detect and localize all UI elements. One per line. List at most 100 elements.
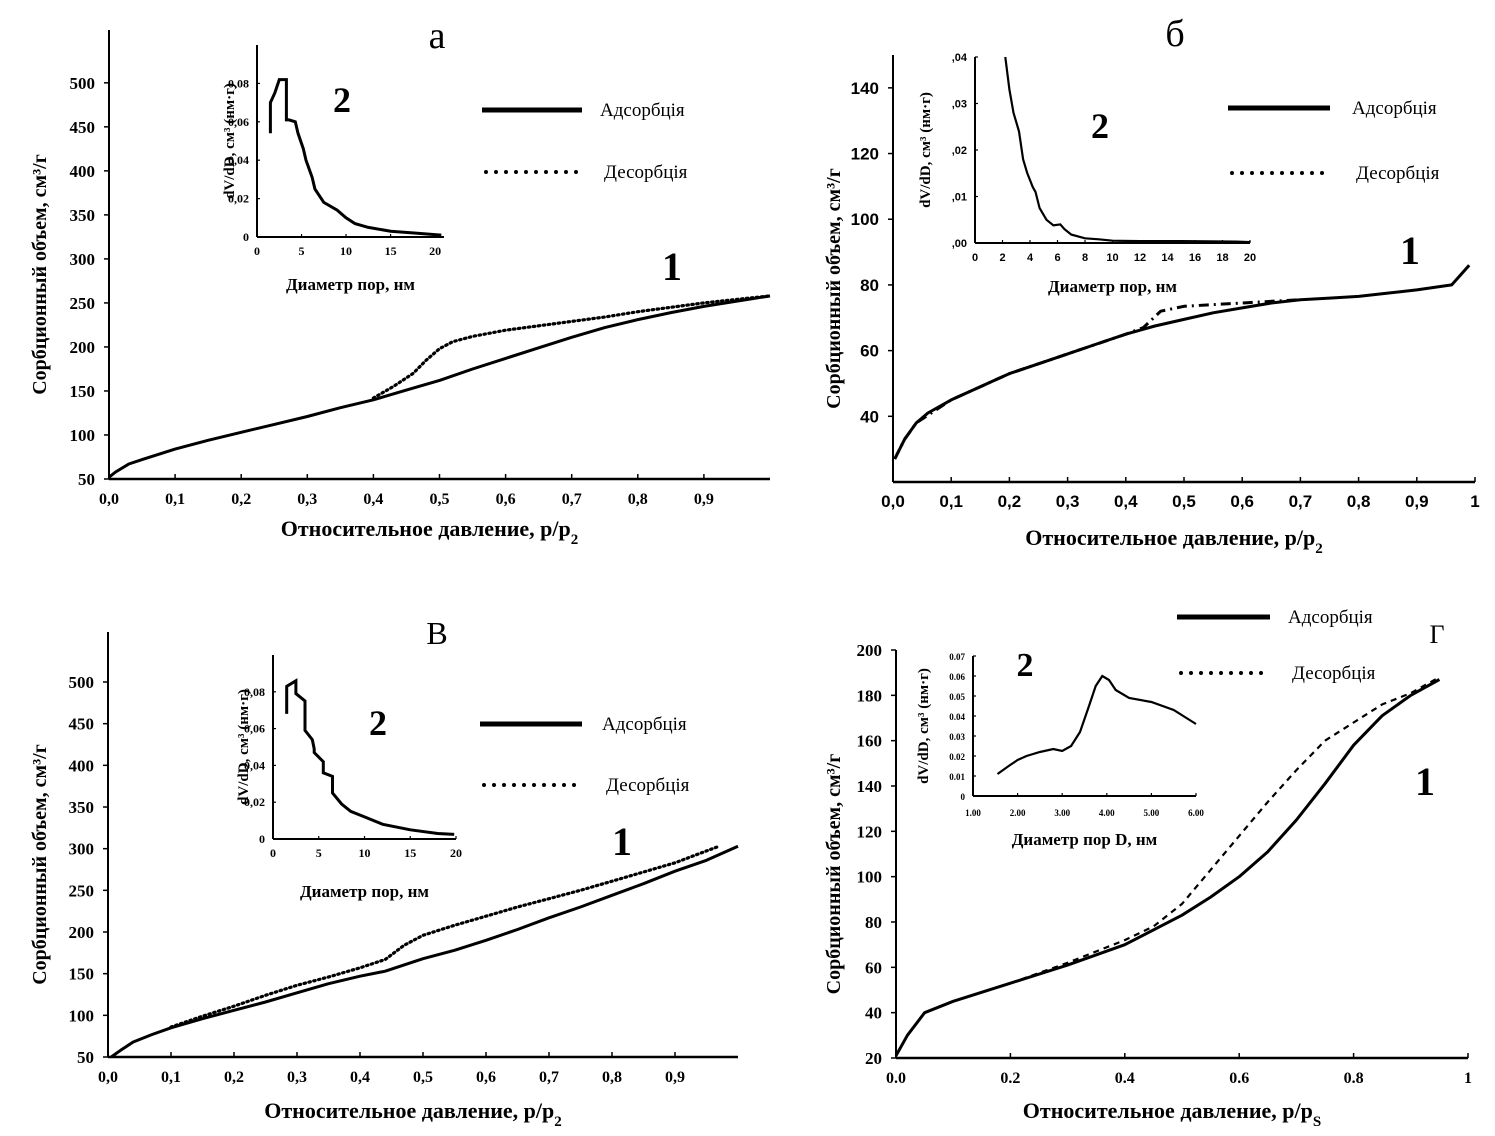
x-tick-label: 0,1 — [165, 491, 185, 508]
inset-x-tick-label: 18 — [1216, 252, 1228, 264]
y-tick-label: 200 — [857, 641, 883, 660]
x-tick-label: 0,0 — [98, 1069, 118, 1086]
inset-y-axis-label: dV/dD, см³ (нм·г) — [916, 668, 932, 784]
inset-x-tick-label: 16 — [1189, 252, 1201, 264]
curve-label: 1 — [1415, 759, 1435, 804]
inset-x-tick-label: 5 — [299, 244, 305, 258]
inset-y-tick-label: 0,04 — [244, 758, 265, 772]
x-axis-label: Относительное давление, p/pS — [1023, 1098, 1321, 1130]
inset-y-tick-label: ,04 — [952, 52, 968, 64]
x-tick-label: 0,0 — [99, 491, 119, 508]
y-tick-label: 400 — [69, 756, 95, 775]
legend-label: Десорбція — [606, 775, 690, 796]
x-tick-label: 0,6 — [1230, 492, 1254, 511]
x-tick-label: 0.4 — [1115, 1070, 1135, 1087]
inset-y-tick-label: 0.01 — [949, 772, 965, 782]
legend-label: Адсорбція — [1288, 607, 1373, 628]
inset-x-tick-label: 8 — [1082, 252, 1088, 264]
x-tick-label: 0.0 — [886, 1070, 906, 1087]
chart-panel-v: 0,0 0,1 0,2 0,3 0,4 0,5 0,6 0,7 0,8 0,95010015020… — [29, 615, 739, 1130]
series-line-desorption — [371, 294, 772, 400]
inset-chart: 0 5 10 15 20 0 0,02 0,04 0,06 0,08 Диаметр пор, нм… — [236, 655, 462, 901]
x-axis-label-subscript: 2 — [1315, 541, 1323, 557]
y-axis-label: Сорбционный объем, см³/г — [29, 154, 51, 395]
inset-y-tick-label: 0,08 — [244, 685, 265, 699]
y-tick-label: 100 — [70, 426, 96, 445]
inset-y-tick-label: 0,08 — [228, 76, 249, 90]
inset-x-tick-label: 2.00 — [1010, 808, 1026, 818]
inset-y-tick-label: 0,04 — [228, 153, 249, 167]
x-axis-label-subscript: 2 — [571, 532, 579, 548]
y-tick-label: 250 — [70, 294, 96, 313]
curve-label: 1 — [612, 819, 632, 864]
x-tick-label: 0,5 — [430, 491, 450, 508]
y-tick-label: 120 — [851, 145, 879, 164]
inset-y-axis-label: dV/dD, см³ (нм·г) — [222, 83, 238, 199]
inset-curve-label: 2 — [1091, 106, 1109, 146]
inset-series-line — [1004, 56, 1251, 244]
x-axis-label-subscript: S — [1313, 1114, 1321, 1130]
y-tick-label: 80 — [860, 276, 879, 295]
x-tick-label: 0,8 — [1347, 492, 1371, 511]
x-tick-label: 0,9 — [665, 1069, 685, 1086]
legend-label: Адсорбція — [602, 714, 687, 735]
x-tick-label: 0,7 — [539, 1069, 559, 1086]
series-line-adsorption — [110, 844, 739, 1059]
y-tick-label: 450 — [69, 715, 95, 734]
y-tick-label: 100 — [857, 868, 883, 887]
x-tick-label: 0,6 — [496, 491, 516, 508]
y-tick-label: 450 — [70, 118, 96, 137]
x-axis-label: Относительное давление, p/p2 — [1025, 525, 1323, 557]
y-tick-label: 100 — [69, 1006, 95, 1025]
inset-series-line — [996, 674, 1197, 775]
x-tick-label: 0,3 — [287, 1069, 307, 1086]
y-tick-label: 140 — [851, 79, 879, 98]
inset-y-tick-label: 0,06 — [228, 115, 249, 129]
inset-y-tick-label: 0.02 — [949, 752, 965, 762]
inset-y-tick-label: ,01 — [952, 192, 967, 204]
inset-chart: 0 2 4 6 8 10 12 14 16 18 20 ,00 ,01 ,02 ,03 ,04 Диаметр … — [918, 52, 1256, 296]
x-tick-label: 0,8 — [602, 1069, 622, 1086]
x-tick-label: 0,7 — [1289, 492, 1313, 511]
inset-y-tick-label: 0 — [961, 792, 966, 802]
x-tick-label: 0.2 — [1000, 1070, 1020, 1087]
y-tick-label: 50 — [77, 1048, 94, 1067]
y-tick-label: 300 — [70, 250, 96, 269]
x-tick-label: 0,5 — [1172, 492, 1196, 511]
y-tick-label: 60 — [860, 342, 879, 361]
x-tick-label: 0,1 — [161, 1069, 181, 1086]
x-axis-label: Относительное давление, p/p2 — [281, 516, 579, 548]
inset-x-tick-label: 6 — [1054, 252, 1060, 264]
curve-label: 1 — [662, 244, 682, 289]
x-tick-label: 0,2 — [231, 491, 251, 508]
inset-chart: 0 5 10 15 20 0 0,02 0,04 0,06 0,08 Диаметр пор, нм… — [222, 45, 444, 294]
inset-y-axis-label: dV/dD, см³ (нм·г) — [236, 689, 252, 805]
y-tick-label: 120 — [857, 822, 883, 841]
y-tick-label: 250 — [69, 881, 95, 900]
inset-y-tick-label: ,02 — [952, 145, 967, 157]
y-axis-label: Сорбционный объем, см³/г — [823, 168, 845, 409]
x-tick-label: 1 — [1464, 1070, 1472, 1087]
inset-y-tick-label: 0.07 — [949, 652, 965, 662]
y-tick-label: 500 — [69, 673, 95, 692]
legend-label: Десорбція — [1292, 663, 1376, 684]
y-tick-label: 80 — [865, 913, 882, 932]
legend-label: Десорбція — [604, 162, 688, 183]
inset-y-tick-label: 0 — [243, 230, 249, 244]
x-tick-label: 0,4 — [363, 491, 383, 508]
y-tick-label: 300 — [69, 840, 95, 859]
y-tick-label: 20 — [865, 1049, 882, 1068]
inset-x-tick-label: 0 — [972, 252, 978, 264]
panel-label: б — [1165, 13, 1184, 55]
inset-x-tick-label: 5 — [316, 846, 322, 860]
inset-y-tick-label: 0.05 — [949, 692, 965, 702]
inset-x-tick-label: 14 — [1161, 252, 1174, 264]
y-tick-label: 100 — [851, 210, 879, 229]
curve-label: 1 — [1400, 228, 1420, 273]
y-tick-label: 160 — [857, 732, 883, 751]
series-line-desorption — [893, 298, 1301, 460]
inset-curve-label: 2 — [1017, 647, 1034, 684]
panel-label: а — [429, 15, 446, 57]
x-tick-label: 0,8 — [628, 491, 648, 508]
y-tick-label: 50 — [78, 470, 95, 489]
